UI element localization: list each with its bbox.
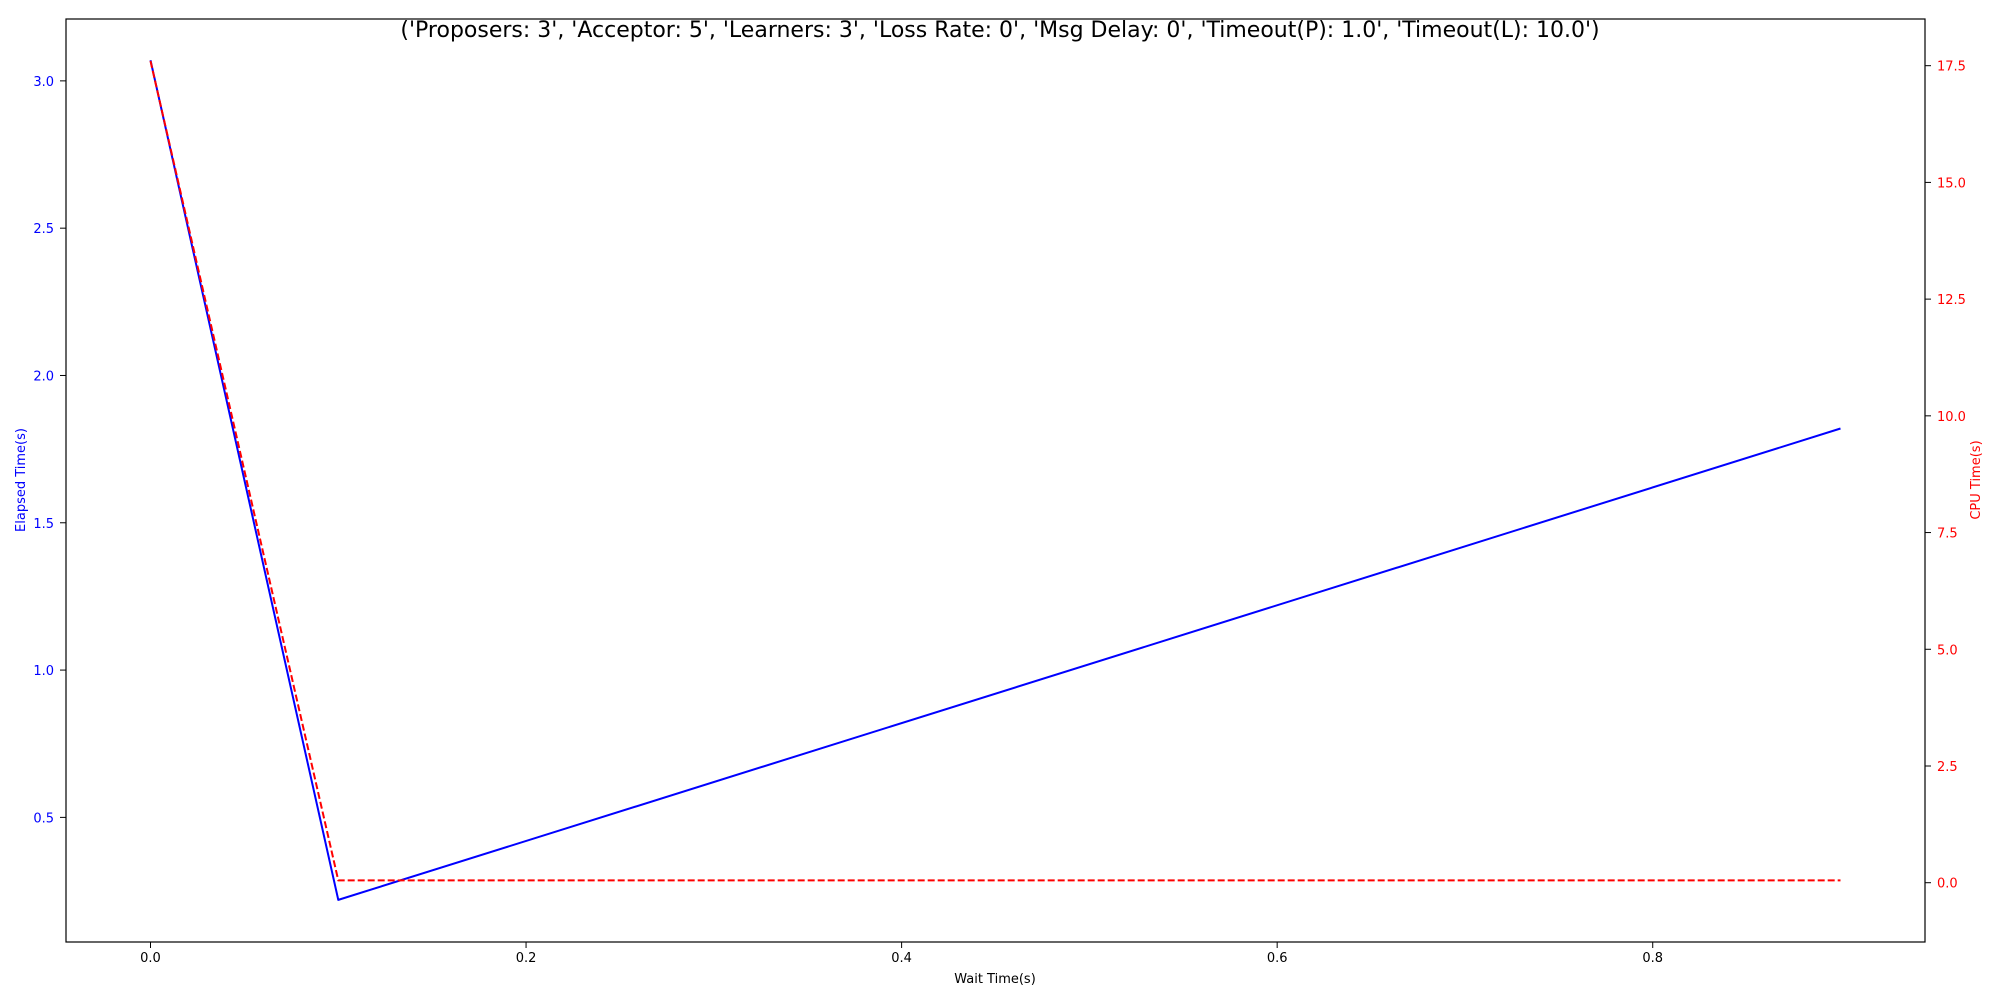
right-y-tick-label: 10.0 [1937, 410, 1966, 425]
elapsed-time-series-line [149, 60, 1841, 901]
x-tick-label: 0.8 [1642, 951, 1663, 966]
cpu-time-series-line [149, 60, 1841, 882]
plot-area-border [65, 18, 1926, 943]
right-y-tick-label: 7.5 [1937, 527, 1958, 542]
right-y-tick-label: 17.5 [1937, 60, 1966, 75]
left-y-axis-title: Elapsed Time(s) [14, 428, 29, 532]
right-y-tick-label: 5.0 [1937, 643, 1958, 658]
left-y-tick-label: 0.5 [33, 811, 54, 826]
left-y-tick-label: 3.0 [33, 75, 54, 90]
chart-title: ('Proposers: 3', 'Acceptor: 5', 'Learner… [400, 18, 1599, 43]
series-layer [149, 60, 1841, 901]
left-y-tick-label: 2.5 [33, 222, 54, 237]
right-y-axis-ticks: 0.0 2.5 5.0 7.5 10.0 12.5 15.0 17.5 [1925, 60, 1966, 892]
left-y-tick-label: 1.5 [33, 517, 54, 532]
x-axis-title: Wait Time(s) [954, 972, 1036, 987]
right-y-tick-label: 0.0 [1937, 877, 1958, 892]
plot-frame [65, 18, 1926, 943]
x-axis-ticks: 0.0 0.2 0.4 0.6 0.8 [140, 942, 1663, 966]
x-tick-label: 0.0 [140, 951, 161, 966]
right-y-tick-label: 2.5 [1937, 760, 1958, 775]
left-y-tick-label: 1.0 [33, 664, 54, 679]
left-y-axis-ticks: 0.5 1.0 1.5 2.0 2.5 3.0 [33, 75, 66, 826]
left-y-tick-label: 2.0 [33, 369, 54, 384]
x-tick-label: 0.4 [891, 951, 912, 966]
right-y-axis-title: CPU Time(s) [1969, 440, 1984, 519]
x-tick-label: 0.2 [516, 951, 537, 966]
right-y-tick-label: 15.0 [1937, 176, 1966, 191]
right-y-tick-label: 12.5 [1937, 293, 1966, 308]
x-tick-label: 0.6 [1267, 951, 1288, 966]
